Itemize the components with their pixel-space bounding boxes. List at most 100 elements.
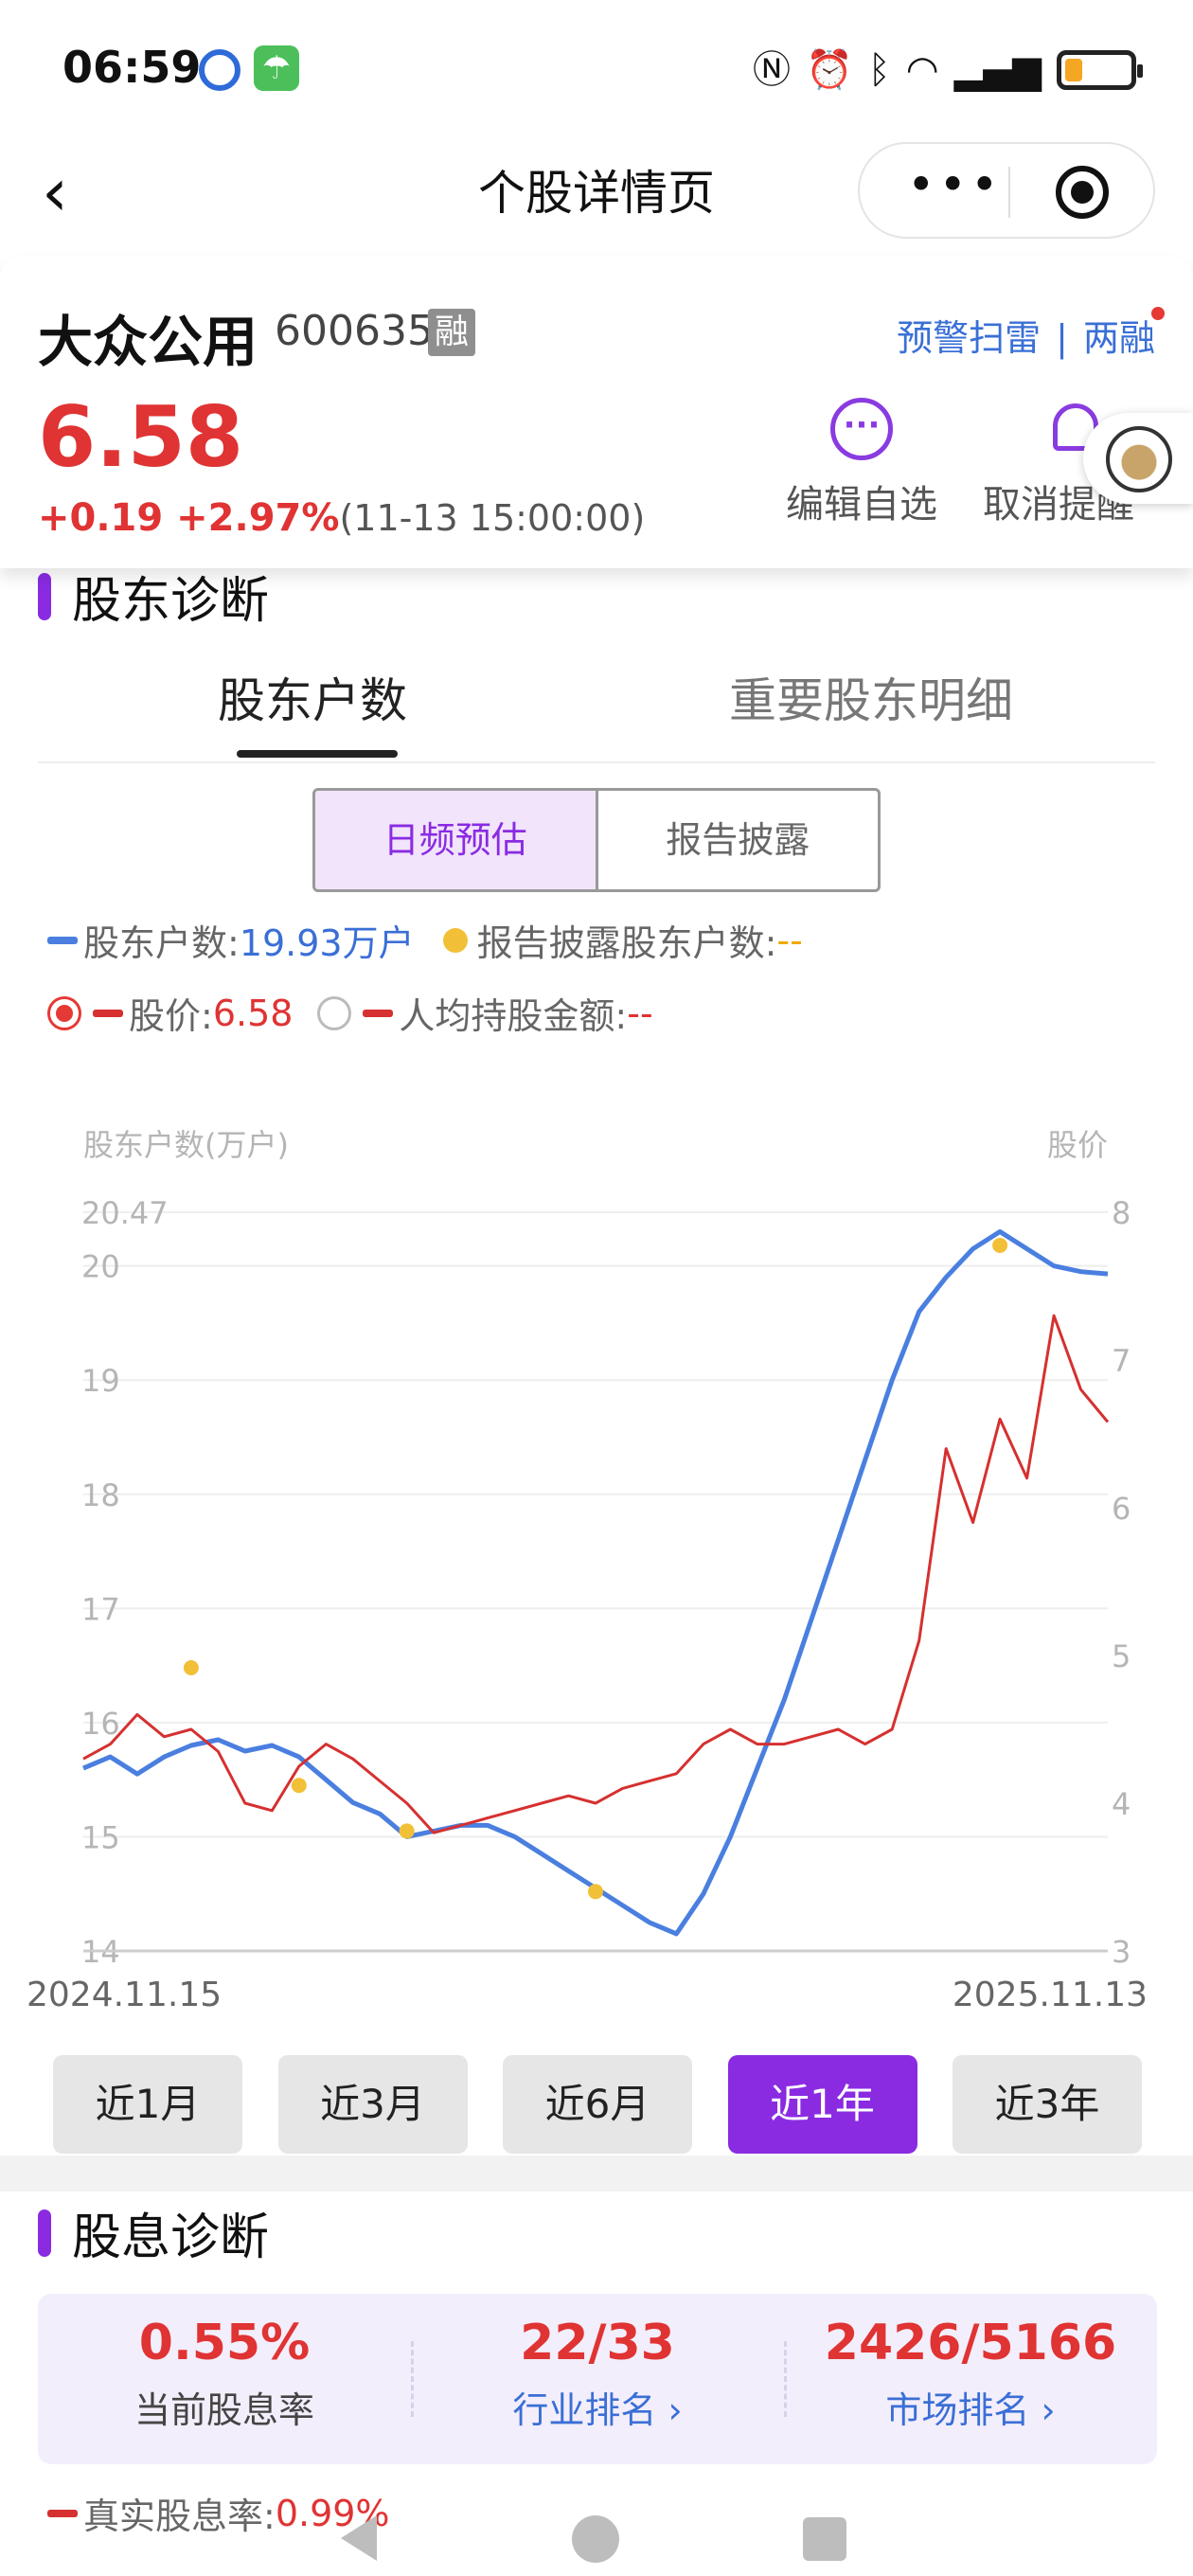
- report-point: [291, 1778, 307, 1794]
- y-tick-label: 18: [81, 1477, 120, 1513]
- market-rank-value: 2426/5166: [824, 2315, 1117, 2371]
- status-time: 06:59: [62, 42, 202, 93]
- legend-report-value: --: [776, 919, 803, 961]
- segment-daily-estimate[interactable]: 日频预估: [315, 791, 598, 889]
- market-rank-cell[interactable]: 2426/5166 市场排名 ›: [784, 2294, 1157, 2464]
- y2-axis-title: 股价: [1047, 1127, 1108, 1163]
- capsule-divider: [1008, 167, 1010, 218]
- industry-rank-link[interactable]: 行业排名 ›: [512, 2389, 683, 2431]
- link-separator: |: [1056, 317, 1068, 359]
- market-rank-link[interactable]: 市场排名 ›: [885, 2389, 1056, 2431]
- system-recents-icon[interactable]: [803, 2517, 846, 2561]
- legend-row-2: 股价: 6.58 人均持股金额: --: [47, 987, 653, 1039]
- avg-legend-swatch: [363, 1009, 394, 1017]
- holders-legend-swatch: [47, 936, 78, 944]
- real-yield-swatch: [47, 2509, 78, 2517]
- holders-section-title: 股东诊断: [38, 561, 269, 632]
- nav-bar: ‹ 个股详情页 •••: [0, 142, 1193, 246]
- current-yield-value: 0.55%: [138, 2315, 311, 2371]
- y-tick-label: 20.47: [81, 1195, 169, 1231]
- alarm-icon: ⏰: [805, 48, 853, 92]
- nfc-icon: Ⓝ: [752, 48, 791, 92]
- y-tick-label: 15: [81, 1819, 120, 1855]
- active-tab-underline: [237, 750, 398, 758]
- signal-icon: ▂▄▆: [953, 48, 1042, 92]
- wifi-icon: ◠: [905, 48, 939, 92]
- x-start-label: 2024.11.15: [27, 1976, 222, 2014]
- price-series-radio[interactable]: [47, 995, 81, 1030]
- price-change-row: +0.19 +2.97%(11-13 15:00:00): [38, 496, 645, 540]
- stock-price: 6.58: [38, 388, 244, 486]
- legend-price-value: 6.58: [212, 992, 294, 1034]
- y-tick-label: 20: [81, 1249, 120, 1285]
- report-point: [992, 1237, 1008, 1253]
- report-point: [588, 1884, 603, 1900]
- margin-badge: 融: [428, 309, 475, 356]
- y2-tick-label: 8: [1112, 1195, 1131, 1231]
- dividend-summary-card: 0.55% 当前股息率 22/33 行业排名 › 2426/5166 市场排名 …: [38, 2294, 1157, 2464]
- section-accent-bar: [38, 572, 51, 620]
- margin-trading-link[interactable]: 两融: [1082, 317, 1155, 359]
- header-links: 预警扫雷 | 两融: [897, 309, 1155, 361]
- price-change-pct: +2.97%: [176, 496, 340, 540]
- back-icon[interactable]: ‹: [42, 153, 68, 231]
- dividend-section-title: 股息诊断: [38, 2197, 269, 2268]
- range-6m-button[interactable]: 近6月: [503, 2055, 692, 2154]
- holder-count-chart: 股东户数(万户) 股价20.47201918171615148765432024.…: [27, 1127, 1148, 2014]
- close-target-icon[interactable]: [1056, 166, 1109, 219]
- app-notification-icon: [199, 49, 240, 91]
- system-back-icon[interactable]: [341, 2515, 377, 2561]
- umbrella-app-icon: ☂: [254, 45, 299, 91]
- status-bar: 06:59 ☂ Ⓝ ⏰ ᛒ ◠ ▂▄▆: [0, 0, 1193, 142]
- y-tick-label: 17: [81, 1591, 120, 1627]
- holders-series-line: [82, 1229, 1109, 1937]
- tab-holder-count[interactable]: 股东户数: [218, 673, 407, 728]
- price-series-line: [82, 1314, 1110, 1834]
- stock-header-card: 大众公用 600635 融 预警扫雷 | 两融 6.58 +0.19 +2.97%(…: [0, 256, 1193, 568]
- edit-watchlist-button[interactable]: ··· 编辑自选: [776, 398, 947, 528]
- range-3y-button[interactable]: 近3年: [953, 2055, 1142, 2154]
- more-icon[interactable]: •••: [907, 157, 1003, 212]
- y2-tick-label: 6: [1112, 1491, 1131, 1527]
- industry-rank-cell[interactable]: 22/33 行业排名 ›: [411, 2294, 784, 2464]
- notification-dot: [1151, 307, 1165, 320]
- report-point: [183, 1660, 199, 1676]
- system-home-icon[interactable]: [572, 2515, 619, 2563]
- legend-row-1: 股东户数: 19.93万户 报告披露股东户数: --: [47, 914, 803, 966]
- section-divider: [0, 2156, 1193, 2191]
- alert-scan-link[interactable]: 预警扫雷: [897, 317, 1042, 359]
- segment-report-disclosure[interactable]: 报告披露: [595, 791, 879, 889]
- y-axis-title: 股东户数(万户): [83, 1127, 289, 1163]
- legend-report-label: 报告披露股东户数:: [476, 922, 777, 964]
- range-3m-button[interactable]: 近3月: [277, 2055, 468, 2154]
- y2-tick-label: 5: [1112, 1638, 1131, 1674]
- avg-holding-radio[interactable]: [317, 995, 352, 1030]
- legend-avg-label: 人均持股金额:: [399, 995, 628, 1037]
- stock-name: 大众公用: [38, 310, 258, 374]
- mini-program-capsule: •••: [858, 142, 1155, 239]
- y2-tick-label: 4: [1112, 1786, 1131, 1822]
- current-yield-cell: 0.55% 当前股息率: [38, 2294, 411, 2464]
- tab-major-holders[interactable]: 重要股东明细: [729, 673, 1013, 728]
- legend-holders-value: 19.93万户: [239, 922, 415, 964]
- quote-time: (11-13 15:00:00): [339, 497, 646, 539]
- report-legend-dot: [442, 927, 468, 953]
- floating-assistant-button[interactable]: [1083, 413, 1193, 504]
- real-yield-label: 真实股息率:: [83, 2496, 276, 2537]
- page-title: 个股详情页: [478, 166, 715, 221]
- bluetooth-icon: ᛒ: [867, 48, 891, 92]
- legend-holders-label: 股东户数:: [83, 922, 240, 964]
- data-source-segment: 日频预估 报告披露: [312, 788, 881, 892]
- range-1m-button[interactable]: 近1月: [53, 2055, 242, 2154]
- dividend-title-text: 股息诊断: [72, 2209, 270, 2266]
- y-tick-label: 16: [81, 1706, 120, 1742]
- y2-tick-label: 7: [1112, 1343, 1131, 1379]
- holders-tabs: 股东户数 重要股东明细: [38, 653, 1155, 763]
- real-yield-legend: 真实股息率: 0.99%: [47, 2487, 390, 2539]
- status-icons: Ⓝ ⏰ ᛒ ◠ ▂▄▆: [752, 47, 1143, 93]
- range-1y-button[interactable]: 近1年: [727, 2055, 917, 2154]
- report-point: [399, 1823, 415, 1839]
- y2-tick-label: 3: [1112, 1934, 1131, 1970]
- price-legend-swatch: [93, 1009, 123, 1017]
- section-accent-bar: [38, 2209, 51, 2257]
